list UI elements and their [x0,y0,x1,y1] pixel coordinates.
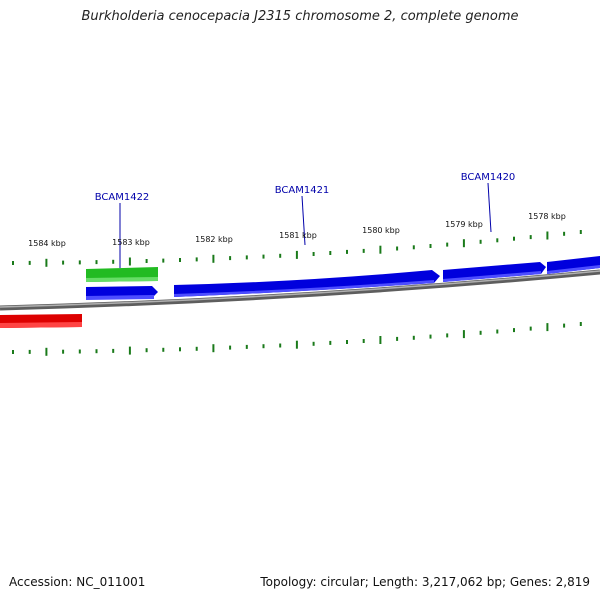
accession-label: Accession: NC_011001 [9,575,146,589]
green-feature-bar-shade [86,277,158,282]
ruler-label-1582: 1582 kbp [195,235,233,244]
ruler-label-1579: 1579 kbp [445,220,483,229]
forward-gene-bcam1421 [174,270,440,297]
gene-label-bcam1420[interactable]: BCAM1420 [461,172,516,183]
ruler-label-1581: 1581 kbp [279,231,317,240]
ruler-label-1584: 1584 kbp [28,239,66,248]
forward-gene-shade [86,265,600,300]
chromosome-backbone-highlight [0,270,600,308]
ruler-label-1583: 1583 kbp [112,238,150,247]
genome-title: Burkholderia cenocepacia J2315 chromosom… [81,9,519,24]
ruler-label-1578: 1578 kbp [528,212,566,221]
ruler-label-1580: 1580 kbp [362,226,400,235]
reverse-gene-bar-shade [0,322,82,328]
connector-bcam1421 [301,195,306,246]
lower-tick-row [12,322,582,356]
gene-label-bcam1422[interactable]: BCAM1422 [95,192,150,203]
upper-tick-row [12,230,582,267]
chromosome-backbone [0,269,600,311]
gene-label-bcam1421[interactable]: BCAM1421 [275,185,330,196]
genome-summary: Topology: circular; Length: 3,217,062 bp… [260,575,590,589]
connector-bcam1420 [487,182,492,233]
